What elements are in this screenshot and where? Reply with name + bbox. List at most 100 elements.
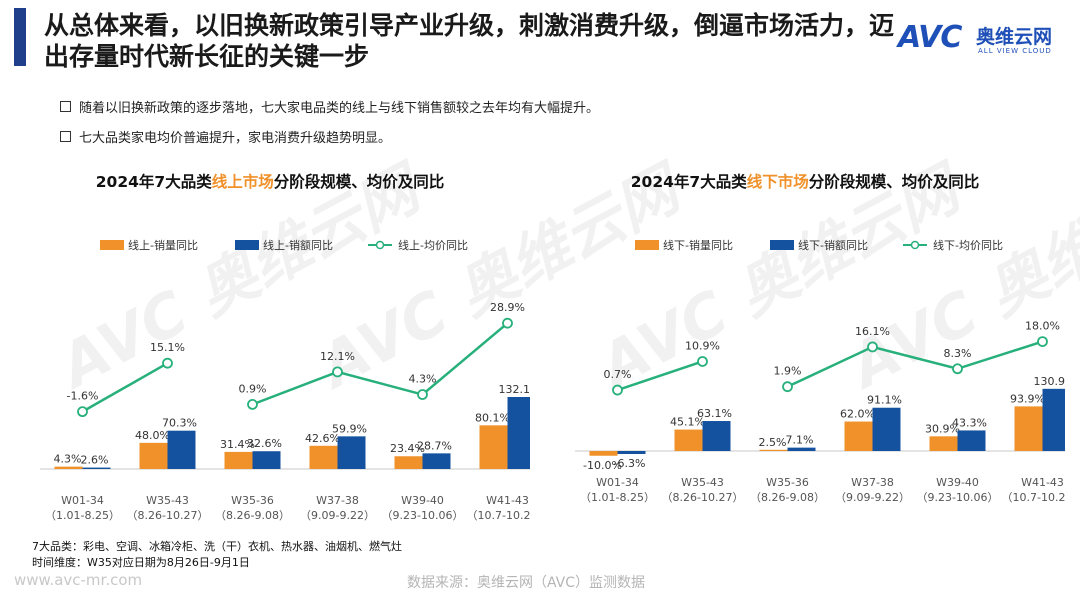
legend-swatch bbox=[770, 240, 794, 250]
data-label: -10.0% bbox=[583, 459, 622, 472]
data-label: 28.7% bbox=[417, 439, 452, 452]
page-title: 从总体来看，以旧换新政策引导产业升级，刺激消费升级，倒逼市场活力，迈出存量时代新… bbox=[44, 11, 895, 71]
data-label: 42.6% bbox=[305, 432, 340, 445]
x-tick-label: W37-38 bbox=[851, 476, 894, 489]
bar bbox=[787, 447, 816, 451]
footnote-categories: 7大品类：彩电、空调、冰箱冷柜、洗（干）衣机、热水器、油烟机、燃气灶 bbox=[32, 540, 402, 553]
bar bbox=[702, 421, 731, 451]
data-source: 数据来源：奥维云网（AVC）监测数据 bbox=[407, 575, 646, 591]
x-tick-sublabel: （8.26-9.08） bbox=[750, 491, 825, 504]
bullet-point: 七大品类家电均价普遍提升，家电消费升级趋势明显。 bbox=[60, 127, 391, 146]
x-tick-sublabel: （8.26-10.27） bbox=[127, 509, 209, 522]
data-label: 12.1% bbox=[320, 350, 355, 363]
title-accent-bar bbox=[14, 8, 26, 66]
logo-en-text: ALL VIEW CLOUD bbox=[978, 47, 1052, 55]
x-tick-label: W35-43 bbox=[681, 476, 724, 489]
legend-label: 线上-销量同比 bbox=[128, 238, 198, 252]
data-label: 45.1% bbox=[670, 416, 705, 429]
data-label: 7.1% bbox=[786, 434, 814, 447]
x-tick-label: W37-38 bbox=[316, 494, 359, 507]
legend-label: 线上-均价同比 bbox=[398, 238, 468, 252]
data-label: 43.3% bbox=[952, 416, 987, 429]
bar bbox=[337, 436, 366, 469]
data-label: 31.4% bbox=[220, 438, 255, 451]
data-label: 18.0% bbox=[1025, 320, 1060, 333]
logo-mark: AVC bbox=[898, 20, 962, 55]
data-label: 16.1% bbox=[855, 325, 890, 338]
bullet-text: 七大品类家电均价普遍提升，家电消费升级趋势明显。 bbox=[79, 131, 392, 146]
footer-url: www.avc-mr.com bbox=[14, 571, 143, 589]
x-tick-sublabel: （10.7-10.27） bbox=[1002, 491, 1065, 504]
data-label: 59.9% bbox=[332, 422, 367, 435]
data-label: 2.6% bbox=[81, 454, 109, 467]
x-tick-label: W35-43 bbox=[146, 494, 189, 507]
x-tick-label: W39-40 bbox=[401, 494, 444, 507]
bullet-text: 随着以旧换新政策的逐步落地，七大家电品类的线上与线下销售额较之去年均有大幅提升。 bbox=[79, 101, 600, 116]
bar bbox=[394, 456, 423, 469]
legend-label: 线下-均价同比 bbox=[933, 238, 1003, 252]
data-label: 63.1% bbox=[697, 407, 732, 420]
x-tick-label: W35-36 bbox=[231, 494, 274, 507]
x-tick-sublabel: （8.26-9.08） bbox=[215, 509, 290, 522]
data-label: 15.1% bbox=[150, 341, 185, 354]
x-tick-label: W01-34 bbox=[61, 494, 104, 507]
data-label: 91.1% bbox=[867, 394, 902, 407]
data-label: 70.3% bbox=[162, 417, 197, 430]
data-label: 1.9% bbox=[774, 365, 802, 378]
x-tick-sublabel: （9.23-10.06） bbox=[917, 491, 999, 504]
line-point bbox=[162, 357, 173, 369]
bar bbox=[167, 430, 196, 469]
bar bbox=[1042, 388, 1065, 451]
bar bbox=[759, 449, 788, 451]
line-point bbox=[77, 406, 88, 418]
legend-swatch bbox=[635, 240, 659, 250]
bullet-square-icon bbox=[60, 101, 71, 112]
data-label: 32.6% bbox=[247, 437, 282, 450]
data-label: -1.6% bbox=[67, 390, 99, 403]
bar bbox=[82, 467, 111, 469]
line-point bbox=[867, 341, 878, 353]
data-label: 30.9% bbox=[925, 422, 960, 435]
x-tick-label: W41-43 bbox=[1021, 476, 1064, 489]
line-point bbox=[417, 389, 428, 400]
legend-label: 线下-销量同比 bbox=[663, 238, 733, 252]
logo-cn-text: 奥维云网 bbox=[976, 26, 1053, 48]
legend-swatch bbox=[235, 240, 259, 250]
bar bbox=[252, 451, 281, 469]
x-tick-sublabel: （9.09-9.22） bbox=[300, 509, 375, 522]
chart-panel-offline: 2024年7大品类线下市场分阶段规模、均价及同比 线下-销量同比 线下-销额同比线… bbox=[545, 160, 1065, 540]
avc-logo: AVC 奥维云网 ALL VIEW CLOUD bbox=[898, 20, 1068, 60]
data-label: 130.9% bbox=[1034, 375, 1065, 388]
data-label: 132.1% bbox=[499, 383, 530, 396]
footnote-time-dimension: 时间维度：W35对应日期为8月26日-9月1日 bbox=[32, 556, 250, 569]
data-label: 28.9% bbox=[490, 301, 525, 314]
bar bbox=[422, 453, 451, 469]
bullet-point: 随着以旧换新政策的逐步落地，七大家电品类的线上与线下销售额较之去年均有大幅提升。 bbox=[60, 97, 599, 116]
legend-swatch bbox=[375, 240, 385, 250]
bar bbox=[872, 407, 901, 451]
data-label: 62.0% bbox=[840, 408, 875, 421]
bar bbox=[479, 425, 508, 469]
data-label: -6.3% bbox=[614, 457, 646, 470]
x-tick-sublabel: （1.01-8.25） bbox=[580, 491, 655, 504]
legend-swatch bbox=[910, 240, 920, 250]
series-line bbox=[617, 360, 703, 392]
x-tick-sublabel: （10.7-10.27） bbox=[467, 509, 530, 522]
x-tick-sublabel: （9.23-10.06） bbox=[382, 509, 464, 522]
line-point bbox=[1037, 336, 1048, 348]
data-label: 4.3% bbox=[409, 373, 437, 386]
bar bbox=[54, 466, 83, 469]
x-tick-sublabel: （1.01-8.25） bbox=[45, 509, 120, 522]
chart-panel-online: 2024年7大品类线上市场分阶段规模、均价及同比 线上-销量同比 线上-销额同比 线… bbox=[10, 160, 530, 540]
chart-offline-svg: 线下-销量同比 线下-销额同比 线下-均价同比 -10.0%-6.3% W01-34 （1… bbox=[575, 238, 1065, 504]
x-tick-sublabel: （9.09-9.22） bbox=[835, 491, 910, 504]
series-line bbox=[81, 362, 169, 413]
bar bbox=[957, 430, 986, 451]
data-label: 0.9% bbox=[239, 382, 267, 395]
line-point bbox=[952, 363, 963, 375]
legend-label: 线上-销额同比 bbox=[263, 238, 333, 252]
data-label: 4.3% bbox=[54, 453, 82, 466]
data-label: 0.7% bbox=[604, 368, 632, 381]
line-point bbox=[697, 356, 708, 367]
legend-swatch bbox=[100, 240, 124, 250]
